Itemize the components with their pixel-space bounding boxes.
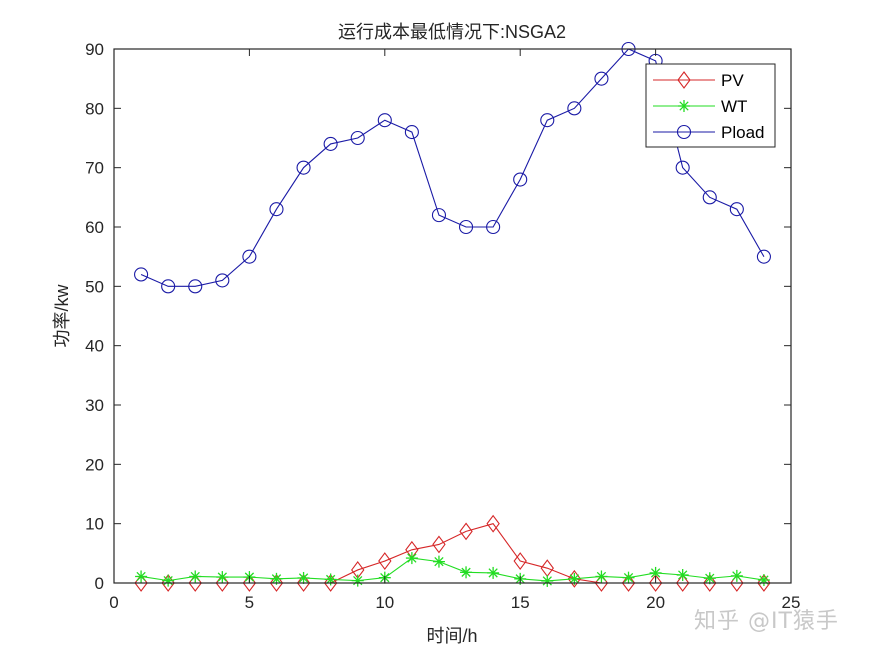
y-tick-label: 60 [85, 218, 104, 237]
x-tick-label: 10 [375, 593, 394, 612]
circle-marker-icon [377, 113, 392, 128]
diamond-marker-icon [486, 514, 500, 533]
asterisk-marker-icon [189, 570, 202, 583]
asterisk-marker-icon [460, 566, 473, 579]
diamond-marker-icon [675, 574, 690, 592]
watermark: 知乎 @IT猿手 [694, 609, 839, 634]
legend: PV WT Pload [645, 63, 776, 148]
circle-marker-icon [458, 219, 474, 235]
diamond-marker-icon [459, 522, 473, 541]
asterisk-marker-icon [595, 570, 608, 583]
circle-marker-icon [702, 190, 717, 205]
circle-marker-icon [404, 125, 419, 140]
y-tick-label: 20 [85, 455, 104, 474]
circle-marker-icon [350, 130, 365, 146]
y-tick-label: 30 [85, 396, 104, 415]
circle-marker-icon [188, 279, 203, 294]
asterisk-marker-icon [703, 572, 716, 585]
circle-marker-icon [431, 208, 447, 223]
legend-label: Pload [721, 123, 764, 142]
x-tick-label: 5 [245, 593, 254, 612]
legend-label: PV [721, 71, 744, 90]
asterisk-marker-icon [730, 569, 743, 582]
circle-marker-icon [134, 267, 149, 282]
circle-marker-icon [296, 160, 311, 175]
y-axis-label: 功率/kw [52, 283, 72, 347]
x-tick-label: 20 [646, 593, 665, 612]
circle-marker-icon [676, 124, 692, 140]
y-tick-label: 10 [85, 515, 104, 534]
legend-item-wt: WT [653, 97, 747, 116]
circle-marker-icon [513, 172, 528, 187]
circle-marker-icon [729, 202, 744, 217]
circle-marker-icon [323, 136, 338, 151]
asterisk-marker-icon [622, 571, 635, 584]
asterisk-marker-icon [297, 571, 310, 584]
plot-area [134, 41, 771, 592]
asterisk-marker-icon [270, 572, 283, 585]
y-tick-label: 0 [95, 574, 104, 593]
y-tick-label: 50 [85, 277, 104, 296]
asterisk-marker-icon [676, 568, 689, 581]
circle-marker-icon [242, 249, 257, 264]
chart-title: 运行成本最低情况下:NSGA2 [338, 22, 566, 42]
legend-item-pload: Pload [653, 123, 764, 142]
diamond-marker-icon [296, 574, 311, 592]
circle-marker-icon [675, 160, 690, 175]
diamond-marker-icon [621, 574, 636, 592]
x-tick-label: 15 [511, 593, 530, 612]
diamond-marker-icon [677, 71, 691, 89]
diamond-marker-icon [703, 574, 717, 592]
diamond-marker-icon [378, 552, 392, 570]
diamond-marker-icon [513, 552, 527, 570]
circle-marker-icon [215, 273, 230, 288]
y-tick-label: 70 [85, 159, 104, 178]
circle-marker-icon [269, 202, 284, 217]
x-axis-label: 时间/h [426, 626, 477, 646]
x-tick-label: 25 [782, 593, 801, 612]
asterisk-marker-icon [135, 570, 148, 583]
circle-marker-icon [567, 101, 582, 116]
asterisk-marker-icon [757, 574, 770, 587]
asterisk-marker-icon [324, 573, 337, 586]
circle-marker-icon [161, 279, 176, 294]
circle-marker-icon [540, 113, 555, 128]
axes: 0 5 10 15 20 25 0 10 20 30 40 50 60 70 80 90 [85, 40, 800, 612]
diamond-marker-icon [648, 574, 663, 592]
asterisk-marker-icon [678, 100, 690, 112]
circle-marker-icon [486, 219, 501, 235]
asterisk-marker-icon [216, 571, 229, 584]
asterisk-marker-icon [487, 566, 500, 579]
diamond-marker-icon [323, 574, 338, 592]
x-tick-label: 0 [109, 593, 118, 612]
circle-marker-icon [594, 71, 609, 86]
legend-item-pv: PV [653, 71, 744, 90]
circle-marker-icon [756, 249, 771, 264]
series-wt [135, 552, 770, 587]
asterisk-marker-icon [405, 552, 418, 565]
legend-label: WT [721, 97, 747, 116]
y-tick-label: 80 [85, 99, 104, 118]
diamond-marker-icon [432, 535, 446, 554]
y-tick-label: 40 [85, 337, 104, 356]
y-tick-label: 90 [85, 40, 104, 59]
axes-box [113, 48, 792, 584]
diamond-marker-icon [730, 574, 744, 592]
asterisk-marker-icon [541, 574, 554, 587]
diamond-marker-icon [567, 569, 582, 588]
diamond-marker-icon [269, 574, 284, 592]
asterisk-marker-icon [432, 555, 445, 568]
